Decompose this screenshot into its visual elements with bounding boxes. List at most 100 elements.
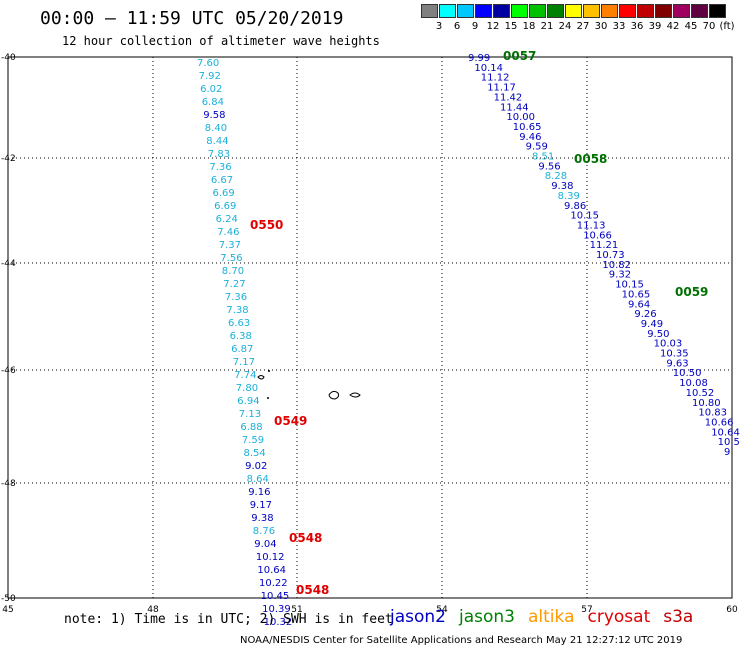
wave-height-value: 9.38 — [251, 513, 273, 524]
wave-height-value: 10.73 — [596, 250, 625, 261]
longitude-label: 54 — [436, 605, 448, 615]
wave-height-value: 6.69 — [213, 188, 235, 199]
wave-height-value: 7.13 — [239, 409, 261, 420]
wave-height-value: 9.99 — [468, 53, 490, 64]
colorbar-label: 42 — [666, 21, 680, 32]
colorbar-swatch — [691, 4, 708, 18]
colorbar-swatch — [529, 4, 546, 18]
map-title: 00:00 – 11:59 UTC 05/20/2019 — [40, 8, 344, 29]
wave-height-value: 10.52 — [686, 388, 715, 399]
wave-height-value: 7.36 — [209, 162, 231, 173]
wave-height-value: 10.65 — [513, 122, 542, 133]
satellite-legend-item: cryosat — [587, 607, 651, 627]
colorbar-swatch — [493, 4, 510, 18]
colorbar-swatch — [637, 4, 654, 18]
colorbar-label: 33 — [612, 21, 626, 32]
wave-height-value: 11.44 — [500, 102, 529, 113]
wave-height-value: 10.82 — [602, 260, 631, 271]
colorbar-label: 27 — [576, 21, 590, 32]
wave-height-value: 6.88 — [240, 422, 262, 433]
wave-height-value: 7.92 — [199, 71, 221, 82]
longitude-label: 51 — [291, 605, 302, 615]
wave-height-value: 9.26 — [634, 309, 656, 320]
wave-height-value: 9.46 — [519, 132, 541, 143]
wave-height-value: 10.65 — [622, 289, 651, 300]
colorbar-swatch — [547, 4, 564, 18]
wave-height-value: 10.15 — [570, 211, 599, 222]
island-outline — [349, 392, 361, 398]
wave-height-value: 7.38 — [226, 305, 248, 316]
island-outlines — [257, 370, 361, 400]
wave-height-value: 9.59 — [526, 142, 548, 153]
wave-height-value: 11.21 — [590, 240, 619, 251]
wave-height-value: 9.32 — [609, 270, 631, 281]
wave-height-value: 7.74 — [234, 370, 256, 381]
wave-height-value: 7.60 — [197, 58, 219, 69]
wave-height-value: 6.63 — [228, 318, 250, 329]
wave-height-value: 10.66 — [705, 417, 734, 428]
colorbar-label: 39 — [648, 21, 662, 32]
wave-height-value: 11.42 — [494, 92, 523, 103]
wave-height-value: 8.44 — [206, 136, 228, 147]
wave-height-value: 11.12 — [481, 73, 510, 84]
longitude-label: 57 — [581, 605, 592, 615]
pass-time-label: 0548 — [289, 531, 322, 545]
island-dot — [268, 370, 270, 372]
colorbar-swatch — [619, 4, 636, 18]
wave-height-value: 8.70 — [222, 266, 244, 277]
colorbar-label: 9 — [471, 21, 479, 32]
latitude-label: -50 — [1, 594, 16, 604]
colorbar-swatch — [583, 4, 600, 18]
wave-height-value: 10.83 — [698, 408, 727, 419]
colorbar-label: 70 — [702, 21, 716, 32]
wave-height-value: 10.80 — [692, 398, 721, 409]
wave-height-value: 10.45 — [261, 591, 290, 602]
colorbar-label: 24 — [558, 21, 572, 32]
wave-height-value: 9.58 — [203, 110, 225, 121]
wave-height-value: 6.02 — [200, 84, 222, 95]
colorbar-label: 3 — [435, 21, 443, 32]
colorbar-swatch — [511, 4, 528, 18]
wave-height-value: 11.13 — [577, 220, 606, 231]
colorbar-swatch — [565, 4, 582, 18]
wave-height-value: 10.03 — [654, 339, 683, 350]
satellite-legend-item: s3a — [663, 607, 694, 627]
wave-height-value: 7.37 — [219, 240, 241, 251]
wave-height-value: 7.80 — [236, 383, 258, 394]
colorbar-swatch — [439, 4, 456, 18]
longitude-label: 45 — [2, 605, 13, 615]
wave-height-value: 10.50 — [673, 368, 702, 379]
wave-height-value: 7.27 — [223, 279, 245, 290]
colorbar-label: 45 — [684, 21, 698, 32]
colorbar-label: 15 — [504, 21, 518, 32]
wave-height-value: 7.83 — [208, 149, 230, 160]
wave-height-value: 9.49 — [641, 319, 663, 330]
wave-height-value: 10.64 — [711, 427, 740, 438]
wave-height-value: 6.24 — [216, 214, 238, 225]
map-frame — [7, 56, 733, 599]
wave-height-value: 8.40 — [205, 123, 227, 134]
wave-height-value: 8.54 — [244, 448, 266, 459]
wave-height-value: 6.84 — [202, 97, 224, 108]
wave-height-value: 7.59 — [242, 435, 264, 446]
colorbar-swatch — [655, 4, 672, 18]
colorbar-label: (ft) — [719, 21, 735, 32]
wave-height-value: 6.67 — [211, 175, 233, 186]
island-dot — [267, 397, 269, 399]
colorbar-label: 21 — [540, 21, 554, 32]
wave-height-value: 9.86 — [564, 201, 586, 212]
wave-height-value: 10.66 — [583, 230, 612, 241]
satellite-legend: jason2 jason3 altika cryosat s3a — [390, 607, 706, 627]
wave-height-value: 11.17 — [487, 83, 516, 94]
wave-height-value: 7.17 — [233, 357, 255, 368]
pass-time-label: 0549 — [274, 414, 307, 428]
note-text: note: 1) Time is in UTC; 2) SWH is in fe… — [64, 612, 393, 627]
wave-height-value: 7.46 — [217, 227, 239, 238]
pass-time-label: 0550 — [250, 218, 283, 232]
pass-time-label: 0548 — [296, 583, 329, 597]
satellite-legend-item: altika — [528, 607, 575, 627]
pass-time-label: 0058 — [574, 152, 607, 166]
wave-height-value: 6.69 — [214, 201, 236, 212]
wave-height-value: 9.02 — [245, 461, 267, 472]
colorbar-label: 18 — [522, 21, 536, 32]
